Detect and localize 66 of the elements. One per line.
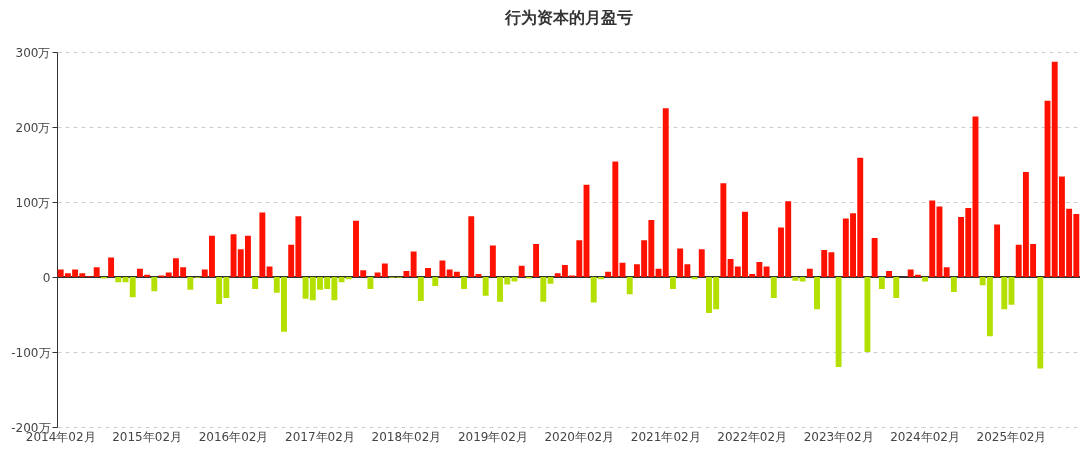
bar — [533, 244, 540, 277]
x-tick-label: 2024年02月 — [890, 429, 960, 444]
bar — [871, 238, 878, 277]
bar — [929, 200, 936, 277]
bar — [770, 277, 777, 298]
bar — [878, 277, 885, 289]
bar — [799, 277, 806, 282]
bar — [425, 268, 431, 277]
bar — [1001, 277, 1008, 310]
bar — [410, 251, 417, 277]
bar — [108, 257, 115, 277]
bar — [403, 271, 410, 277]
bar — [669, 277, 676, 289]
bar — [511, 277, 518, 282]
x-tick-label: 2017年02月 — [285, 429, 355, 444]
x-tick-label: 2020年02月 — [544, 429, 615, 444]
y-tick-label: 100万 — [15, 195, 51, 210]
x-tick-label: 2015年02月 — [112, 429, 183, 444]
x-tick-label: 2023年02月 — [803, 429, 874, 444]
x-tick-label: 2022年02月 — [717, 429, 788, 444]
bar — [691, 277, 698, 280]
bar — [187, 277, 194, 290]
bar — [943, 267, 950, 277]
x-tick-label: 2018年02月 — [371, 429, 442, 444]
bar — [626, 277, 633, 295]
chart-title: 行为资本的月盈亏 — [503, 8, 633, 27]
bar — [720, 183, 727, 277]
bar — [950, 277, 957, 292]
bar — [252, 277, 259, 289]
bar — [518, 265, 525, 277]
bar — [439, 260, 446, 277]
bar — [864, 277, 871, 352]
x-tick-label: 2016年02月 — [198, 429, 269, 444]
bar — [763, 266, 770, 277]
x-tick-label: 2019年02月 — [457, 429, 528, 444]
x-tick-label: 2021年02月 — [630, 429, 701, 444]
bar — [662, 108, 669, 277]
bar — [814, 277, 820, 310]
y-tick-label: -100万 — [11, 345, 51, 360]
bar — [922, 277, 929, 282]
bar — [994, 224, 1001, 277]
bar — [489, 245, 496, 277]
bar — [893, 277, 900, 298]
bar — [461, 277, 468, 289]
bar — [698, 249, 705, 277]
bar — [417, 277, 424, 301]
x-tick-label: 2025年02月 — [976, 429, 1047, 444]
bar — [367, 277, 374, 289]
y-tick-label: 300万 — [15, 45, 51, 60]
bar — [432, 277, 439, 286]
bar — [1037, 277, 1044, 369]
bar — [129, 277, 136, 298]
bar — [806, 268, 813, 277]
bar — [835, 277, 842, 367]
y-tick-label: 200万 — [15, 120, 51, 135]
bar — [886, 271, 892, 277]
bar — [259, 212, 266, 277]
y-tick-label: 0 — [42, 270, 51, 285]
bar — [540, 277, 547, 302]
bar — [468, 216, 475, 277]
bar — [93, 267, 100, 277]
bar — [266, 266, 273, 277]
bar — [115, 277, 122, 283]
bar — [482, 277, 489, 296]
bar — [792, 277, 799, 281]
bar — [151, 277, 158, 292]
